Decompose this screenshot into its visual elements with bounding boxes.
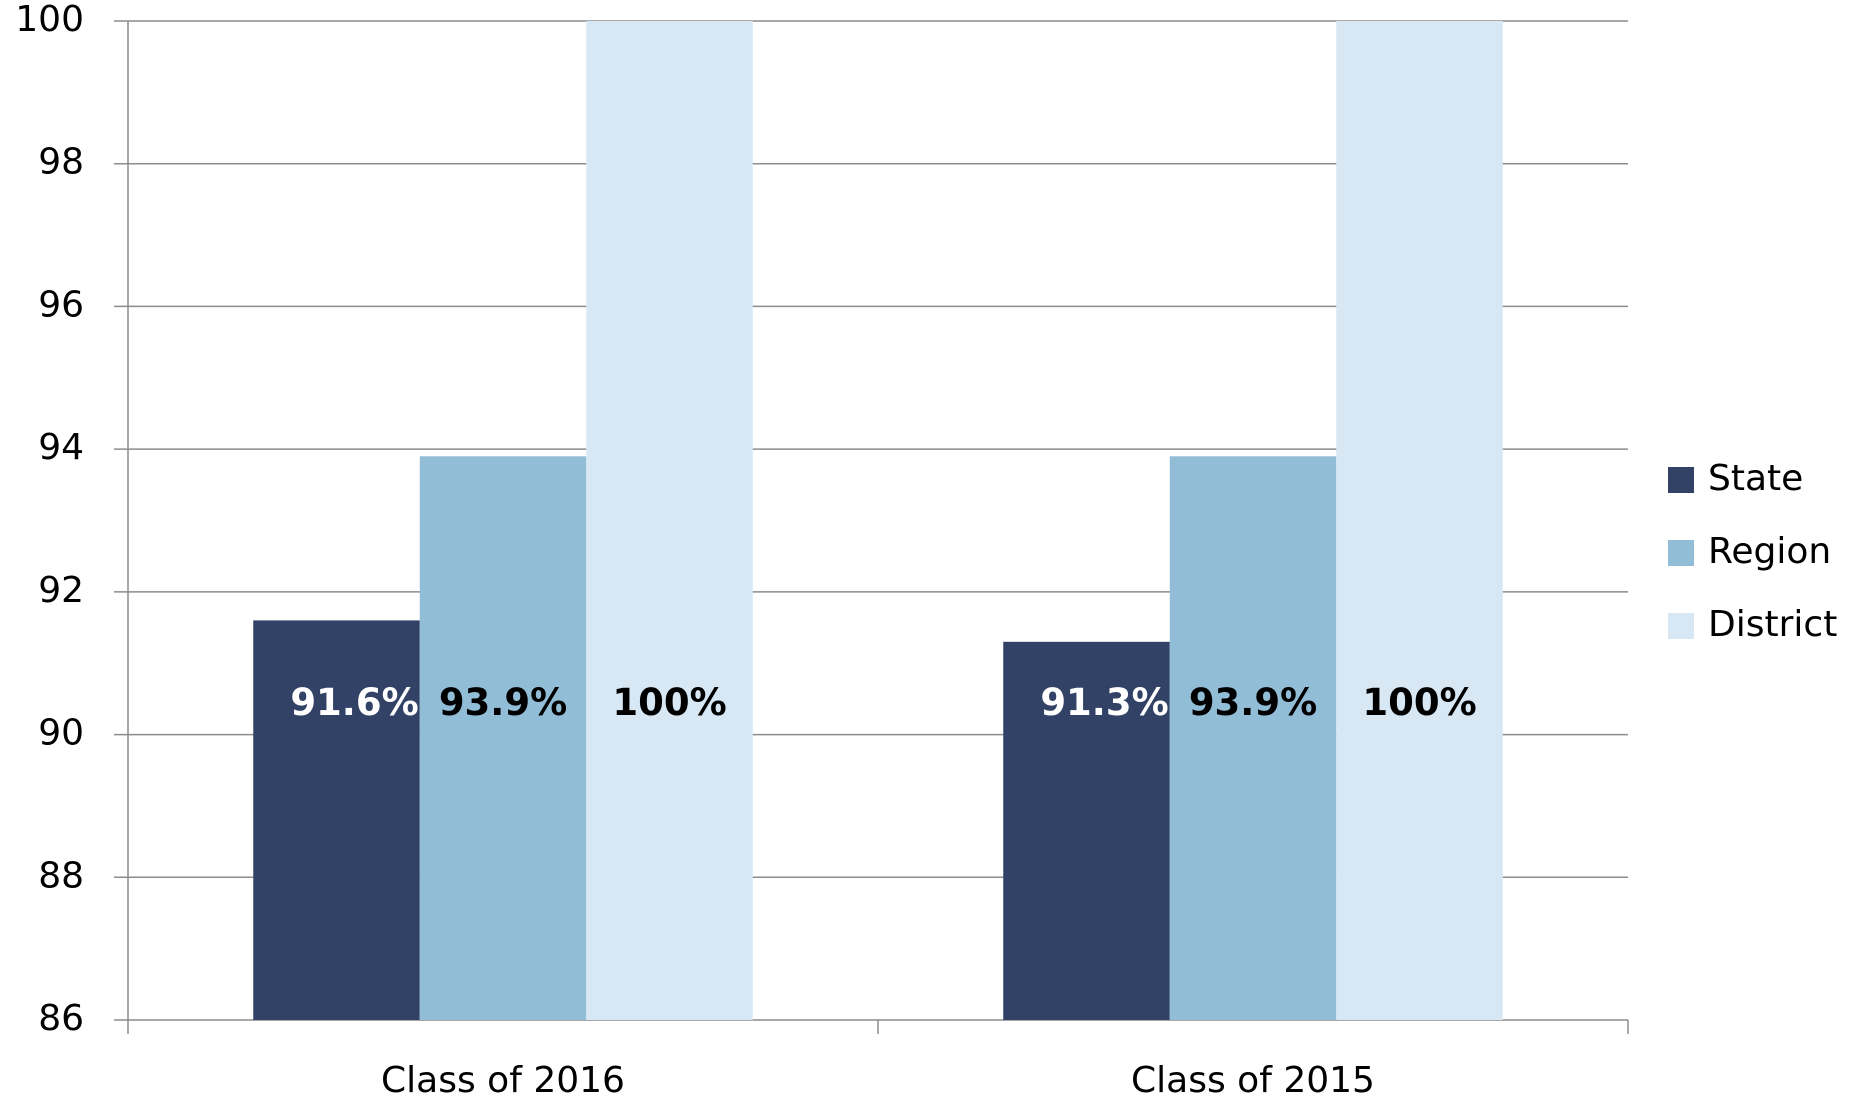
legend-label: Region — [1708, 531, 1831, 572]
legend-label: State — [1708, 458, 1803, 499]
legend-swatch — [1668, 467, 1694, 493]
x-tick-label: Class of 2016 — [381, 1060, 625, 1101]
data-label: 100% — [1362, 681, 1476, 724]
y-tick-label: 96 — [38, 284, 84, 325]
y-tick-label: 100 — [15, 0, 84, 40]
data-label: 93.9% — [439, 681, 567, 724]
y-tick-label: 88 — [38, 855, 84, 896]
y-tick-label: 92 — [38, 570, 84, 611]
bar — [1169, 456, 1337, 1020]
data-label: 100% — [612, 681, 726, 724]
legend-swatch — [1668, 613, 1694, 639]
y-tick-label: 94 — [38, 427, 84, 468]
data-label: 91.3% — [1040, 681, 1168, 724]
bar — [1003, 641, 1170, 1020]
y-tick-label: 98 — [38, 142, 84, 183]
x-tick-label: Class of 2015 — [1131, 1060, 1375, 1101]
bar — [253, 620, 420, 1020]
y-tick-label: 90 — [38, 713, 84, 754]
y-tick-label: 86 — [38, 998, 84, 1039]
legend-label: District — [1708, 604, 1837, 645]
data-label: 93.9% — [1189, 681, 1317, 724]
legend-swatch — [1668, 540, 1694, 566]
bar — [586, 21, 753, 1020]
bar — [419, 456, 587, 1020]
bar — [1336, 21, 1503, 1020]
data-label: 91.6% — [290, 681, 418, 724]
